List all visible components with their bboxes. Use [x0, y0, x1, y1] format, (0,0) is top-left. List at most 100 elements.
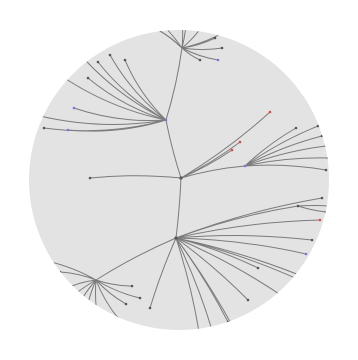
tree-edge: [175, 237, 307, 255]
tree-node[interactable]: [239, 339, 242, 342]
tree-node[interactable]: [320, 196, 324, 200]
tree-edge: [43, 119, 167, 132]
tree-edge: [180, 111, 271, 179]
tree-node[interactable]: [149, 13, 152, 16]
tree-node[interactable]: [40, 258, 44, 262]
tree-node-red[interactable]: [230, 148, 234, 152]
tree-node[interactable]: [286, 298, 290, 302]
tree-node-red[interactable]: [238, 140, 242, 144]
tree-node-blue[interactable]: [58, 73, 62, 77]
tree-node[interactable]: [310, 238, 314, 242]
tree-node-blue[interactable]: [179, 9, 182, 12]
tree-edge: [59, 74, 167, 121]
tree-node-blue[interactable]: [185, 7, 188, 10]
tree-node[interactable]: [320, 134, 324, 138]
tree-edge: [244, 125, 319, 167]
tree-edge: [165, 119, 182, 179]
tree-node[interactable]: [213, 36, 217, 40]
tree-node[interactable]: [88, 176, 92, 180]
tree-node[interactable]: [123, 58, 127, 62]
tree-node[interactable]: [210, 328, 214, 332]
tree-node[interactable]: [58, 270, 62, 274]
tree-edge: [65, 51, 79, 71]
tree-node[interactable]: [156, 29, 160, 32]
tree-node-blue[interactable]: [72, 106, 76, 110]
tree-node[interactable]: [302, 280, 306, 284]
tree-edge: [244, 157, 329, 167]
tree-node[interactable]: [324, 168, 328, 172]
tree-node[interactable]: [246, 298, 250, 302]
tree-edge: [175, 237, 213, 330]
tree-node[interactable]: [42, 126, 46, 130]
tree-node-blue[interactable]: [304, 252, 308, 256]
tree-node[interactable]: [116, 316, 120, 320]
tree-node[interactable]: [38, 114, 42, 118]
tree-node[interactable]: [204, 21, 207, 24]
tree-edge: [181, 47, 223, 51]
tree-node-blue[interactable]: [98, 328, 102, 332]
tree-edge: [175, 235, 313, 241]
tree-node[interactable]: [130, 284, 134, 288]
tree-edge: [297, 205, 327, 213]
tree-node[interactable]: [108, 53, 112, 57]
tree-node-red[interactable]: [60, 288, 64, 292]
tree-edge: [157, 30, 183, 49]
tree-node-blue[interactable]: [164, 118, 168, 122]
tree-node[interactable]: [294, 126, 298, 130]
tree-edge: [95, 279, 133, 287]
tree-edge: [244, 145, 327, 167]
tree-node[interactable]: [199, 337, 202, 340]
tree-edge: [59, 271, 97, 281]
tree-edge: [180, 149, 233, 179]
tree-edge: [175, 197, 323, 239]
tree-edge: [181, 47, 219, 61]
tree-edge: [149, 237, 177, 309]
tree-edge: [179, 30, 184, 49]
tree-edge: [181, 47, 201, 61]
tree-node[interactable]: [226, 29, 230, 32]
tree-edge: [109, 54, 167, 121]
tree-node[interactable]: [324, 210, 328, 214]
tree-node[interactable]: [314, 280, 318, 284]
tree-edge: [95, 279, 141, 299]
tree-node[interactable]: [324, 144, 328, 148]
tree-disc-background: [29, 30, 329, 330]
tree-edge: [89, 175, 182, 179]
tree-edge: [175, 237, 249, 301]
tree-node-red[interactable]: [268, 110, 272, 114]
tree-edge: [175, 177, 182, 239]
tree-node-blue[interactable]: [243, 164, 247, 168]
tree-node[interactable]: [174, 236, 178, 240]
tree-node[interactable]: [82, 324, 86, 328]
tree-edge: [39, 115, 167, 125]
tree-node-blue[interactable]: [70, 316, 74, 320]
tree-node-red[interactable]: [318, 218, 322, 222]
tree-node[interactable]: [76, 50, 80, 54]
tree-node-blue[interactable]: [216, 58, 220, 62]
tree-node[interactable]: [296, 204, 300, 208]
tree-edge: [180, 165, 246, 179]
tree-node[interactable]: [54, 310, 58, 314]
tree-node[interactable]: [143, 21, 146, 24]
tree-edge: [175, 237, 289, 301]
tree-edge: [244, 135, 323, 167]
tree-node[interactable]: [86, 76, 90, 80]
tree-node[interactable]: [148, 306, 152, 310]
tree-node[interactable]: [179, 176, 183, 180]
tree-node[interactable]: [256, 266, 260, 270]
tree-edge: [95, 279, 127, 305]
tree-node[interactable]: [138, 296, 142, 300]
tree-node-blue[interactable]: [66, 128, 70, 132]
tree-node[interactable]: [96, 60, 100, 64]
tree-node[interactable]: [52, 70, 56, 74]
tree-node[interactable]: [220, 46, 224, 50]
tree-node[interactable]: [326, 156, 330, 160]
tree-node-blue[interactable]: [64, 68, 68, 72]
tree-node[interactable]: [226, 320, 230, 324]
tree-node[interactable]: [124, 302, 128, 306]
tree-edge: [244, 164, 327, 171]
tree-node[interactable]: [316, 124, 320, 128]
tree-node[interactable]: [198, 58, 202, 62]
